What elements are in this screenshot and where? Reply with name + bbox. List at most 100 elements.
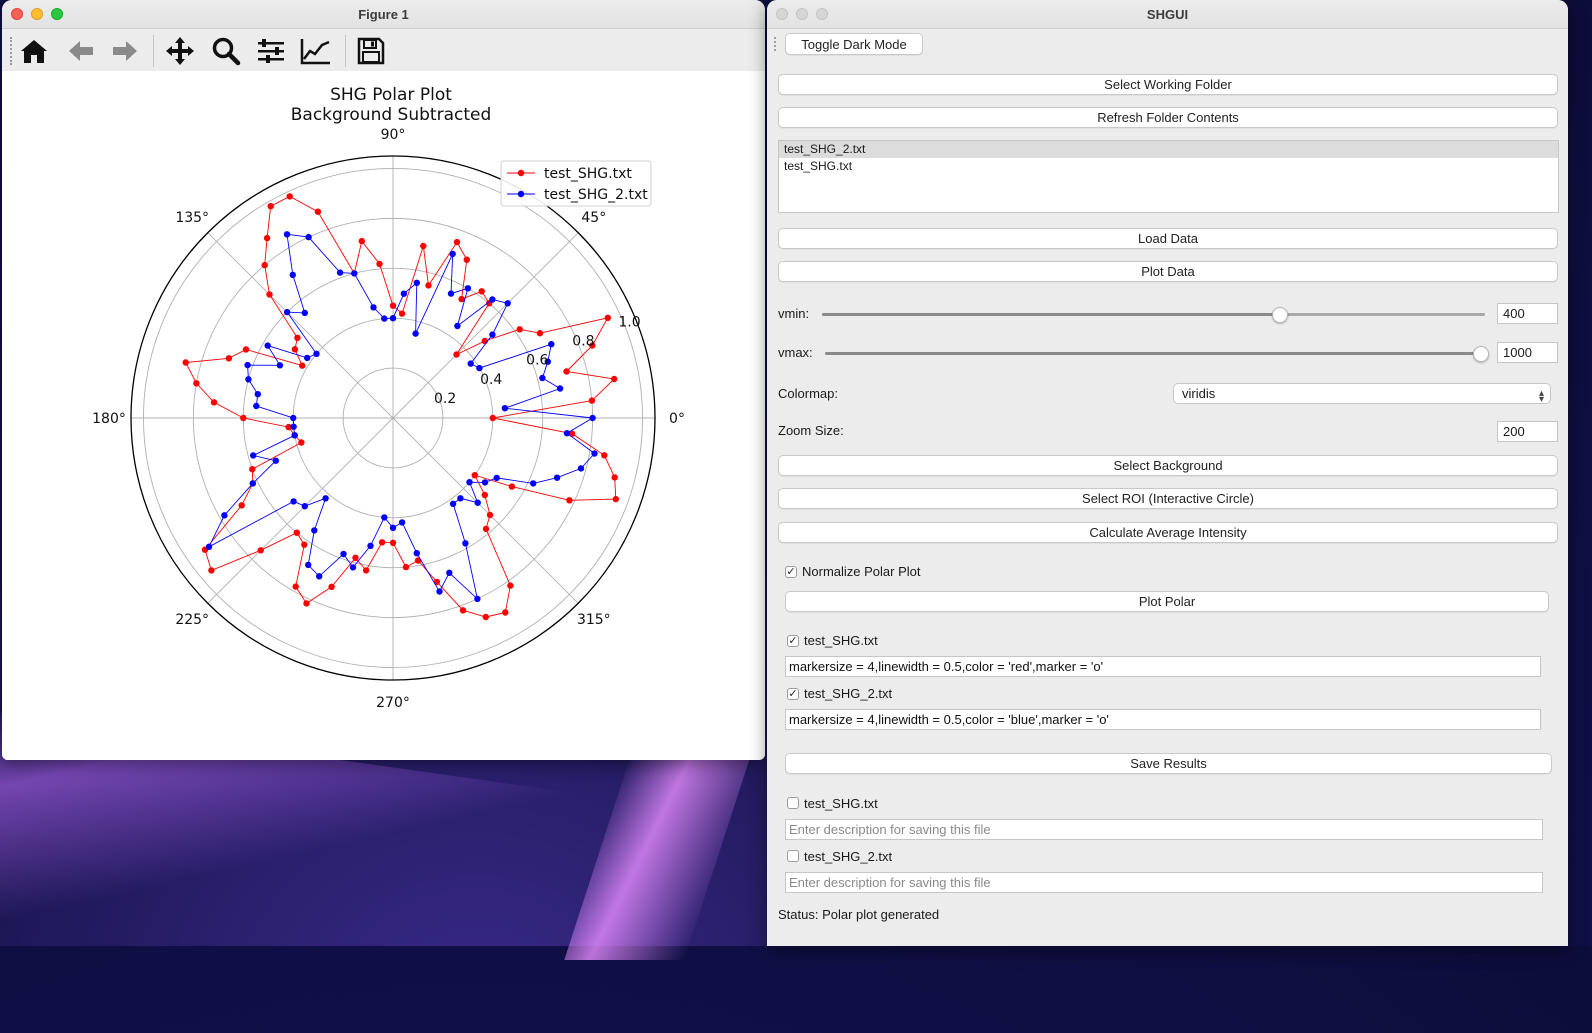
plot-polar-button[interactable]: Plot Polar (785, 591, 1549, 612)
refresh-folder-button[interactable]: Refresh Folder Contents (778, 107, 1558, 128)
data-point-series-2 (556, 385, 564, 392)
configure-subplots-button[interactable] (254, 35, 288, 67)
zoom-button[interactable] (209, 35, 243, 67)
shgui-titlebar[interactable]: SHGUI (767, 0, 1568, 29)
save-file2-description-input[interactable]: Enter description for saving this file (785, 872, 1543, 893)
data-point-series-1 (249, 466, 256, 473)
select-working-folder-button[interactable]: Select Working Folder (778, 74, 1558, 95)
plot-file2-checkbox[interactable]: ✓ (787, 688, 799, 700)
list-item[interactable]: test_SHG.txt (784, 159, 853, 173)
toolbar-grip[interactable] (774, 37, 778, 51)
chart-title: SHG Polar Plot (330, 85, 452, 105)
data-point-series-1 (481, 337, 488, 345)
plot-file1-checkbox[interactable]: ✓ (787, 635, 799, 647)
data-point-series-2 (447, 290, 455, 297)
figure-titlebar[interactable]: Figure 1 (2, 0, 765, 29)
data-point-series-2 (481, 479, 489, 486)
data-point-series-2 (501, 405, 509, 412)
list-item[interactable]: test_SHG_2.txt (779, 141, 1558, 158)
select-roi-button[interactable]: Select ROI (Interactive Circle) (778, 488, 1558, 509)
vmax-slider-fill (825, 352, 1480, 355)
r-tick-label: 0.8 (572, 334, 594, 350)
save-file1-description-input[interactable]: Enter description for saving this file (785, 819, 1543, 840)
colormap-select[interactable]: viridis ▴ ▾ (1173, 383, 1551, 405)
status-text: Status: Polar plot generated (778, 907, 940, 922)
data-point-series-1 (208, 567, 215, 574)
data-point-series-1 (604, 314, 611, 321)
data-point-series-2 (272, 457, 279, 464)
plot-file1-style-input[interactable]: markersize = 4,linewidth = 0.5,color = '… (785, 656, 1541, 677)
vmax-slider-handle[interactable] (1473, 346, 1489, 362)
minimize-window-button[interactable] (31, 8, 43, 20)
data-point-series-1 (286, 193, 293, 200)
save-file1-checkbox[interactable] (787, 797, 799, 809)
data-point-series-2 (466, 479, 473, 486)
data-point-series-1 (266, 291, 273, 298)
plot-canvas[interactable]: SHG Polar Plot Background Subtracted 0° 4… (2, 71, 765, 760)
chart-legend: test_SHG.txt test_SHG_2.txt (500, 160, 652, 207)
data-point-series-2 (245, 376, 252, 383)
save-file2-checkbox[interactable] (787, 850, 799, 862)
zoom-size-input[interactable]: 200 (1497, 421, 1558, 442)
data-point-series-1 (489, 414, 496, 422)
close-window-button[interactable] (776, 8, 788, 20)
toggle-dark-mode-button[interactable]: Toggle Dark Mode (785, 33, 923, 55)
data-point-series-2 (301, 309, 308, 317)
data-point-series-2 (449, 250, 456, 258)
data-point-series-1 (481, 491, 488, 499)
data-point-series-1 (508, 483, 516, 490)
data-point-series-1 (263, 234, 271, 242)
data-point-series-2 (370, 304, 377, 311)
data-point-series-1 (352, 554, 359, 561)
data-point-series-1 (242, 346, 250, 353)
data-point-series-2 (305, 561, 312, 569)
vmin-input[interactable]: 400 (1497, 303, 1558, 324)
data-point-series-1 (611, 375, 618, 383)
r-tick-label: 0.2 (434, 391, 456, 407)
data-point-series-1 (425, 282, 432, 289)
zoom-window-button[interactable] (816, 8, 828, 20)
data-point-series-2 (351, 270, 358, 277)
data-point-series-2 (389, 315, 397, 322)
plot-data-button[interactable]: Plot Data (778, 261, 1558, 282)
toolbar-grip[interactable] (10, 37, 14, 65)
data-point-series-1 (291, 346, 299, 353)
shgui-toolbar: Toggle Dark Mode (767, 28, 1568, 59)
calculate-average-intensity-button[interactable]: Calculate Average Intensity (778, 522, 1558, 543)
normalize-polar-checkbox[interactable]: ✓ (785, 566, 797, 578)
vmin-slider-handle[interactable] (1272, 307, 1289, 323)
data-point-series-1 (358, 237, 365, 245)
data-point-series-2 (244, 361, 251, 369)
edit-axis-button[interactable] (299, 35, 333, 67)
data-point-series-1 (238, 502, 245, 509)
data-point-series-2 (413, 550, 420, 557)
pan-button[interactable] (163, 35, 197, 67)
data-point-series-2 (253, 402, 260, 410)
data-point-series-2 (340, 550, 347, 558)
data-point-series-2 (548, 341, 555, 348)
data-point-series-2 (457, 495, 464, 502)
load-data-button[interactable]: Load Data (778, 228, 1558, 249)
plot-file2-style-input[interactable]: markersize = 4,linewidth = 0.5,color = '… (785, 709, 1541, 730)
data-point-series-1 (478, 288, 485, 295)
vmin-slider[interactable] (822, 307, 1485, 323)
home-button[interactable] (17, 35, 51, 67)
data-point-series-1 (566, 497, 573, 504)
file-list[interactable]: test_SHG_2.txt test_SHG.txt (778, 140, 1559, 213)
data-point-series-2 (449, 500, 457, 507)
close-window-button[interactable] (11, 8, 23, 20)
theta-tick-label: 45° (581, 210, 606, 226)
vmax-input[interactable]: 1000 (1497, 342, 1558, 363)
zoom-window-button[interactable] (51, 8, 63, 20)
back-button[interactable] (64, 35, 98, 67)
save-results-button[interactable]: Save Results (785, 753, 1552, 774)
minimize-window-button[interactable] (796, 8, 808, 20)
save-figure-button[interactable] (354, 35, 388, 67)
vmax-slider[interactable] (825, 346, 1489, 362)
forward-button[interactable] (108, 35, 142, 67)
back-arrow-icon (69, 41, 93, 61)
data-point-series-1 (601, 452, 608, 459)
data-point-series-1 (261, 261, 268, 269)
data-point-series-1 (257, 547, 264, 554)
select-background-button[interactable]: Select Background (778, 455, 1558, 476)
